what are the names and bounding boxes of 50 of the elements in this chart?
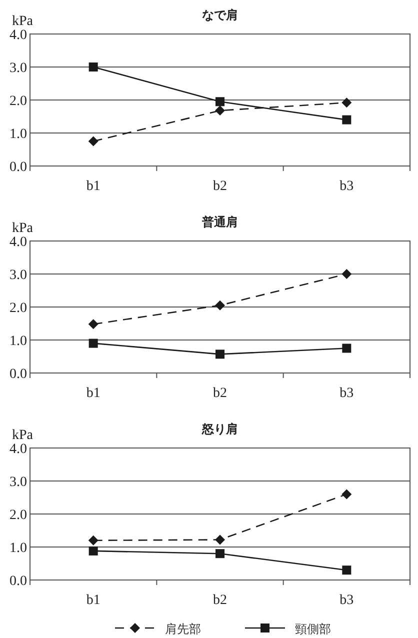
point — [215, 300, 225, 310]
point — [215, 106, 225, 116]
y-tick-label: 0.0 — [10, 160, 27, 175]
point — [88, 136, 98, 146]
y-tick-label: 1.0 — [10, 334, 27, 349]
y-tick-label: 4.0 — [10, 235, 27, 250]
chart-title: 怒り肩 — [201, 422, 238, 436]
point — [342, 98, 352, 108]
y-tick-label: 0.0 — [10, 574, 27, 589]
point — [342, 344, 352, 353]
chart-title: 普通肩 — [201, 215, 238, 229]
x-tick-label: b1 — [86, 179, 100, 194]
legend-label: 肩先部 — [165, 622, 201, 636]
y-tick-label: 2.0 — [10, 94, 27, 109]
point — [342, 566, 352, 575]
y-tick-label: 2.0 — [10, 508, 27, 523]
y-tick-label: 2.0 — [10, 301, 27, 316]
y-axis-title: kPa — [12, 14, 34, 29]
point — [88, 62, 98, 72]
x-tick-label: b3 — [340, 593, 354, 608]
y-tick-label: 3.0 — [10, 268, 27, 283]
point — [88, 319, 98, 330]
point — [342, 115, 352, 124]
x-tick-label: b2 — [213, 386, 227, 401]
y-tick-label: 3.0 — [10, 475, 27, 490]
point — [342, 269, 352, 279]
y-tick-label: 4.0 — [10, 442, 27, 457]
point — [216, 549, 224, 558]
point — [215, 534, 225, 545]
x-tick-label: b2 — [213, 593, 227, 608]
y-axis-title: kPa — [12, 428, 34, 443]
x-tick-label: b3 — [340, 179, 354, 194]
point — [88, 535, 98, 546]
y-tick-label: 1.0 — [10, 541, 27, 556]
point — [216, 350, 224, 359]
x-tick-label: b1 — [86, 386, 100, 401]
y-tick-label: 1.0 — [10, 127, 27, 142]
x-tick-label: b2 — [213, 179, 227, 194]
chart-title: なで肩 — [202, 8, 238, 22]
y-tick-label: 4.0 — [10, 28, 27, 43]
point — [216, 97, 224, 106]
x-tick-label: b3 — [340, 386, 354, 401]
y-tick-label: 3.0 — [10, 61, 27, 76]
legend-label: 頸側部 — [295, 622, 331, 636]
point — [342, 489, 352, 500]
y-axis-title: kPa — [12, 221, 34, 236]
x-tick-label: b1 — [86, 593, 100, 608]
point — [88, 338, 98, 348]
y-tick-label: 0.0 — [10, 367, 27, 382]
point — [88, 546, 98, 556]
